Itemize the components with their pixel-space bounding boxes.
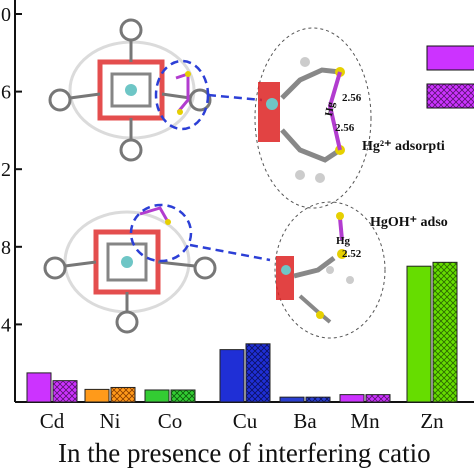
legend-swatch-hatched xyxy=(426,83,474,109)
bar-cd-series-2 xyxy=(52,380,78,403)
bond-label-upper-1: 2.56 xyxy=(342,92,362,104)
y-axis-ticks: 4 8 12 16 20 xyxy=(0,4,22,403)
legend-swatch-solid xyxy=(426,45,474,71)
upper-framework-illustration xyxy=(48,18,263,162)
legend xyxy=(426,45,474,109)
bar-ba-series-2 xyxy=(305,396,331,403)
upper-zoom-illustration xyxy=(254,27,372,209)
bar-mn-series-2 xyxy=(365,394,391,403)
category-label-cd: Cd xyxy=(40,409,65,433)
bar-co-series-1 xyxy=(144,389,170,403)
molecular-illustrations xyxy=(43,18,386,339)
y-tick-label: 12 xyxy=(0,159,11,181)
bar-co-series-2 xyxy=(170,389,196,403)
bar-zn-series-2 xyxy=(432,261,458,403)
bar-zn-series-1 xyxy=(406,265,432,403)
x-axis-label: In the presence of interfering catio xyxy=(58,438,431,468)
annotation-hg-adsorption: Hg²⁺ adsorpti xyxy=(362,139,445,154)
bar-ni-series-2 xyxy=(110,386,136,403)
y-tick-label: 4 xyxy=(1,314,11,336)
bar-ni-series-1 xyxy=(84,388,110,403)
lower-zoom-illustration xyxy=(274,201,386,339)
y-tick-label: 20 xyxy=(0,4,11,26)
category-label-zn: Zn xyxy=(420,409,444,433)
y-tick-label: 16 xyxy=(0,82,11,104)
bars-group xyxy=(26,261,458,403)
category-label-mn: Mn xyxy=(350,409,380,433)
bond-label-upper-2: 2.56 xyxy=(335,122,355,134)
annotation-hgoh-adsorption: HgOH⁺ adso xyxy=(370,215,448,230)
category-labels: Cd Ni Co Cu Ba Mn Zn xyxy=(40,409,444,433)
category-label-co: Co xyxy=(158,409,183,433)
bar-ba-series-1 xyxy=(279,396,305,403)
atom-label-lower: Hg xyxy=(336,235,351,247)
bar-cu-series-2 xyxy=(245,343,271,403)
atom-label-upper: Hg xyxy=(323,101,337,117)
bar-cu-series-1 xyxy=(219,349,245,403)
bar-mn-series-1 xyxy=(339,394,365,403)
lower-framework-illustration xyxy=(43,203,271,334)
category-label-ba: Ba xyxy=(293,409,317,433)
bar-cd-series-1 xyxy=(26,372,52,403)
category-label-ni: Ni xyxy=(100,409,121,433)
category-label-cu: Cu xyxy=(233,409,258,433)
y-tick-label: 8 xyxy=(1,237,11,259)
bond-label-lower: 2.52 xyxy=(342,248,362,260)
